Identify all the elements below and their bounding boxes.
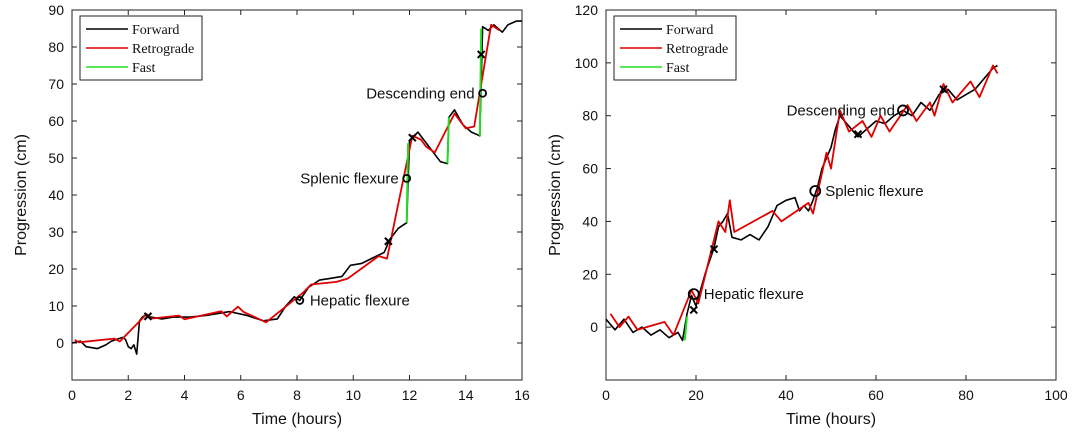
landmark-label: Descending end <box>366 85 474 102</box>
x-tick-label: 6 <box>237 387 245 403</box>
series-fast-segment <box>478 28 483 136</box>
y-tick-label: 100 <box>575 55 599 71</box>
legend: Forward Retrograde Fast <box>79 15 203 81</box>
series-retrograde <box>609 64 999 337</box>
x-tick-label: 80 <box>958 387 974 403</box>
tick-group: 0 20 40 60 80 100 0 20 40 60 80 100 120 <box>575 2 1068 403</box>
y-tick-label: 20 <box>48 261 64 277</box>
y-tick-label: 60 <box>48 113 64 129</box>
chart-left: 0 2 4 6 8 10 12 14 16 0 10 20 30 40 50 60 70 80 90 Hepatic… <box>13 2 530 428</box>
y-tick-label: 20 <box>582 266 598 282</box>
series-fast-segment <box>405 143 410 223</box>
x-tick-label: 4 <box>181 387 189 403</box>
x-tick-label: 16 <box>514 387 530 403</box>
cross-marker-stroke <box>143 312 153 321</box>
cross-marker-stroke <box>709 244 719 254</box>
legend: Forward Retrograde Fast <box>613 15 737 81</box>
legend-label-retrograde: Retrograde <box>132 42 194 57</box>
cross-marker <box>408 133 417 142</box>
y-tick-label: 50 <box>48 150 64 166</box>
x-tick-label: 0 <box>602 387 610 403</box>
landmark-marker <box>295 296 305 305</box>
cross-marker-stroke <box>939 85 948 94</box>
cross-marker-stroke <box>477 50 486 59</box>
y-tick-label: 80 <box>48 39 64 55</box>
chart-right: 0 20 40 60 80 100 0 20 40 60 80 100 120 Hepatic flex… <box>547 2 1068 428</box>
legend-label-fast: Fast <box>132 61 155 76</box>
y-tick-label: 30 <box>48 224 64 240</box>
cross-marker-stroke <box>384 237 393 246</box>
cross-marker <box>939 85 948 94</box>
legend-label-fast: Fast <box>666 61 689 76</box>
landmark-marker <box>897 104 909 117</box>
x-tick-label: 100 <box>1044 387 1068 403</box>
y-axis-label: Progression (cm) <box>13 134 30 256</box>
legend-label-retrograde: Retrograde <box>666 42 728 57</box>
x-tick-label: 14 <box>458 387 474 403</box>
landmark-label: Hepatic flexure <box>704 286 804 303</box>
landmark-label: Splenic flexure <box>825 183 923 200</box>
landmark-marker <box>687 288 700 301</box>
cross-marker-stroke <box>689 305 698 315</box>
x-tick-label: 10 <box>345 387 361 403</box>
legend-label-forward: Forward <box>666 23 713 38</box>
x-tick-label: 60 <box>868 387 884 403</box>
x-tick-label: 0 <box>68 387 76 403</box>
y-axis-label: Progression (cm) <box>547 134 564 256</box>
cross-marker <box>709 244 719 254</box>
x-tick-label: 8 <box>293 387 301 403</box>
cross-marker <box>477 50 486 59</box>
x-axis-label: Time (hours) <box>252 411 342 428</box>
series-fast-segment <box>446 117 450 164</box>
landmark-label: Splenic flexure <box>300 170 398 187</box>
landmark-marker <box>478 88 488 98</box>
y-tick-label: 0 <box>590 319 598 335</box>
y-tick-label: 10 <box>48 298 64 314</box>
cross-marker-stroke <box>408 133 417 142</box>
x-tick-label: 20 <box>688 387 704 403</box>
cross-marker <box>853 130 863 139</box>
series-layer <box>605 64 999 342</box>
y-tick-label: 70 <box>48 76 64 92</box>
y-tick-label: 0 <box>56 335 64 351</box>
landmark-marker <box>809 185 822 197</box>
x-tick-label: 2 <box>124 387 132 403</box>
y-tick-label: 60 <box>582 161 598 177</box>
legend-label-forward: Forward <box>132 23 179 38</box>
annotation-layer: Hepatic flexure Splenic flexure Descending… <box>687 85 948 315</box>
y-tick-label: 40 <box>582 213 598 229</box>
cross-marker <box>384 237 393 246</box>
series-fast-segment <box>683 316 688 341</box>
annotation-layer: Hepatic flexure Splenic flexure Descending… <box>143 50 488 321</box>
cross-marker-stroke <box>853 130 863 139</box>
tick-group: 0 2 4 6 8 10 12 14 16 0 10 20 30 40 50 60 70 80 90 <box>48 2 530 403</box>
x-tick-label: 40 <box>778 387 794 403</box>
y-tick-label: 40 <box>48 187 64 203</box>
y-tick-label: 90 <box>48 2 64 18</box>
cross-marker <box>689 305 698 315</box>
x-tick-label: 12 <box>402 387 418 403</box>
landmark-label: Hepatic flexure <box>310 292 410 309</box>
x-axis-label: Time (hours) <box>786 411 876 428</box>
y-tick-label: 80 <box>582 108 598 124</box>
plot-frame <box>605 9 1057 381</box>
cross-marker <box>143 312 153 321</box>
y-tick-label: 120 <box>575 2 599 18</box>
landmark-label: Descending end <box>787 102 895 119</box>
landmark-marker <box>402 173 412 183</box>
